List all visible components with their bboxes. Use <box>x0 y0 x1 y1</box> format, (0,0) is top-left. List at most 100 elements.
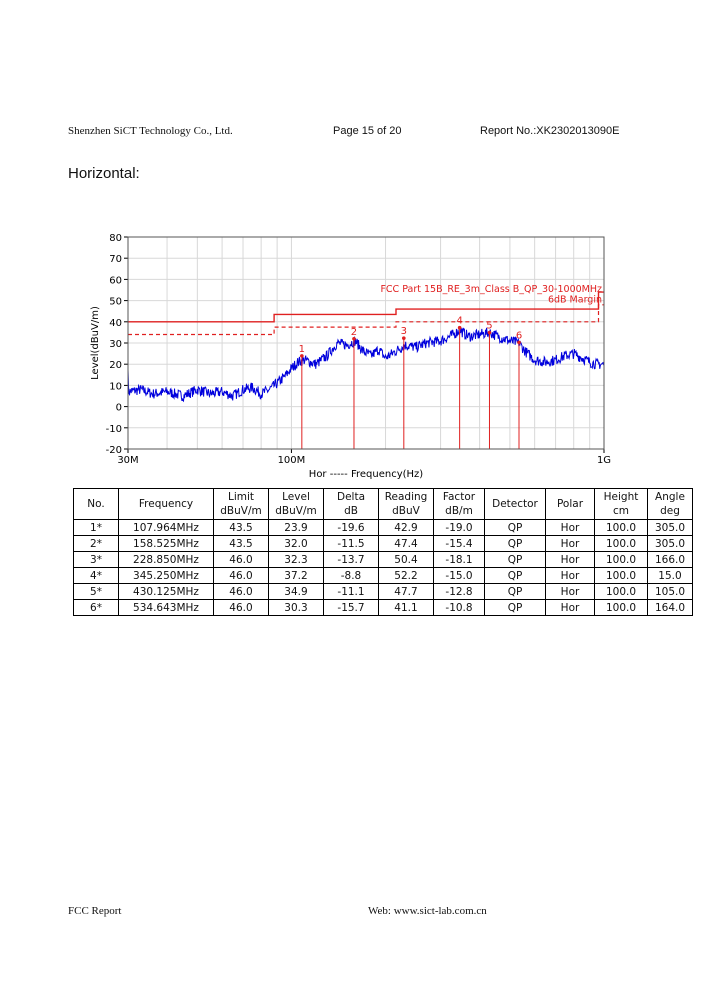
table-cell: 50.4 <box>378 551 434 568</box>
footer-left: FCC Report <box>68 905 122 917</box>
table-cell: 32.0 <box>268 535 324 552</box>
y-tick-label: 40 <box>109 318 122 329</box>
table-cell: -19.0 <box>433 519 485 536</box>
column-header-label: Delta <box>336 491 365 503</box>
table-cell: QP <box>484 583 546 600</box>
table-cell: 305.0 <box>647 519 693 536</box>
column-header-label: Height <box>603 491 639 503</box>
y-tick-label: 30 <box>109 339 122 350</box>
table-cell: Hor <box>545 519 595 536</box>
table-cell: 228.850MHz <box>118 551 214 568</box>
table-cell: -15.0 <box>433 567 485 584</box>
table-cell: Hor <box>545 551 595 568</box>
column-header: Level dBuV/m <box>268 488 324 520</box>
table-cell: 15.0 <box>647 567 693 584</box>
column-header-unit: deg <box>660 505 680 517</box>
table-cell: QP <box>484 599 546 616</box>
table-cell: 41.1 <box>378 599 434 616</box>
column-header-label: Level <box>282 491 310 503</box>
column-header-unit: dB <box>344 505 358 517</box>
table-cell: 105.0 <box>647 583 693 600</box>
table-cell: Hor <box>545 583 595 600</box>
marker-point <box>300 354 304 358</box>
table-cell: QP <box>484 519 546 536</box>
table-cell: 2* <box>73 535 119 552</box>
column-header: Reading dBuV <box>378 488 434 520</box>
table-cell: -10.8 <box>433 599 485 616</box>
marker-label: 2 <box>351 327 357 338</box>
table-cell: 30.3 <box>268 599 324 616</box>
column-header: Height cm <box>594 488 648 520</box>
column-header-unit: dBuV/m <box>220 505 262 517</box>
table-cell: 534.643MHz <box>118 599 214 616</box>
column-header: No. <box>73 488 119 520</box>
table-cell: 46.0 <box>213 599 269 616</box>
table-cell: QP <box>484 551 546 568</box>
table-cell: 5* <box>73 583 119 600</box>
table-cell: 42.9 <box>378 519 434 536</box>
marker-label: 5 <box>486 321 492 332</box>
column-header: Delta dB <box>323 488 379 520</box>
table-row: 2* 158.525MHz 43.5 32.0 -11.5 47.4 -15.4 QP Hor 1… <box>73 535 693 552</box>
table-header-row: No. Frequency Limit dBuV/m Level dBuV/m Delta d… <box>73 488 693 520</box>
column-header-label: Angle <box>655 491 685 503</box>
marker-point <box>517 340 521 345</box>
table-cell: 158.525MHz <box>118 535 214 552</box>
table-cell: 52.2 <box>378 567 434 584</box>
table-cell: -8.8 <box>323 567 379 584</box>
x-tick-label: 1G <box>597 455 611 466</box>
table-cell: 164.0 <box>647 599 693 616</box>
y-tick-label: 10 <box>109 381 122 392</box>
table-cell: Hor <box>545 535 595 552</box>
column-header: Frequency <box>118 488 214 520</box>
table-cell: 3* <box>73 551 119 568</box>
table-cell: 1* <box>73 519 119 536</box>
table-cell: 46.0 <box>213 583 269 600</box>
column-header-unit: cm <box>612 505 629 517</box>
y-tick-label: 50 <box>109 297 122 308</box>
table-cell: 100.0 <box>594 535 648 552</box>
section-title: Horizontal: <box>68 165 140 182</box>
column-header-label: Limit <box>227 491 255 503</box>
table-cell: 47.7 <box>378 583 434 600</box>
limit-label: FCC Part 15B_RE_3m_Class B_QP_30-1000MHz <box>380 284 602 295</box>
marker-label: 1 <box>299 344 305 355</box>
table-cell: -15.7 <box>323 599 379 616</box>
table-cell: 107.964MHz <box>118 519 214 536</box>
table-cell: 100.0 <box>594 519 648 536</box>
marker-label: 4 <box>456 316 462 327</box>
table-cell: -18.1 <box>433 551 485 568</box>
table-cell: 100.0 <box>594 551 648 568</box>
footer-website: Web: www.sict-lab.com.cn <box>368 905 487 917</box>
margin-line <box>128 304 604 336</box>
table-row: 6* 534.643MHz 46.0 30.3 -15.7 41.1 -10.8 QP Hor 1… <box>73 599 693 616</box>
table-cell: -12.8 <box>433 583 485 600</box>
y-tick-label: -20 <box>106 445 122 456</box>
table-cell: QP <box>484 535 546 552</box>
marker-label: 6 <box>516 330 522 341</box>
y-tick-label: 80 <box>109 233 122 244</box>
table-row: 1* 107.964MHz 43.5 23.9 -19.6 42.9 -19.0 QP Hor 1… <box>73 519 693 536</box>
table-body: 1* 107.964MHz 43.5 23.9 -19.6 42.9 -19.0 QP Hor 1… <box>73 519 693 616</box>
column-header-label: Reading <box>384 491 428 503</box>
table-row: 4* 345.250MHz 46.0 37.2 -8.8 52.2 -15.0 QP Hor 10… <box>73 567 693 584</box>
table-row: 3* 228.850MHz 46.0 32.3 -13.7 50.4 -18.1 QP Hor 1… <box>73 551 693 568</box>
table-row: 5* 430.125MHz 46.0 34.9 -11.1 47.7 -12.8 QP Hor 1… <box>73 583 693 600</box>
y-tick-label: 70 <box>109 254 122 265</box>
marker-point <box>352 336 356 341</box>
table-cell: -19.6 <box>323 519 379 536</box>
header-report-number: Report No.:XK2302013090E <box>480 125 620 137</box>
marker-label: 3 <box>401 326 407 337</box>
table-cell: -13.7 <box>323 551 379 568</box>
measurement-trace <box>127 327 605 403</box>
table-cell: 6* <box>73 599 119 616</box>
column-header-label: Polar <box>556 498 584 510</box>
table-cell: 4* <box>73 567 119 584</box>
header-company: Shenzhen SiCT Technology Co., Ltd. <box>68 125 233 137</box>
table-cell: 46.0 <box>213 567 269 584</box>
column-header-label: Detector <box>492 498 538 510</box>
table-cell: 32.3 <box>268 551 324 568</box>
table-cell: 305.0 <box>647 535 693 552</box>
table-cell: -11.1 <box>323 583 379 600</box>
